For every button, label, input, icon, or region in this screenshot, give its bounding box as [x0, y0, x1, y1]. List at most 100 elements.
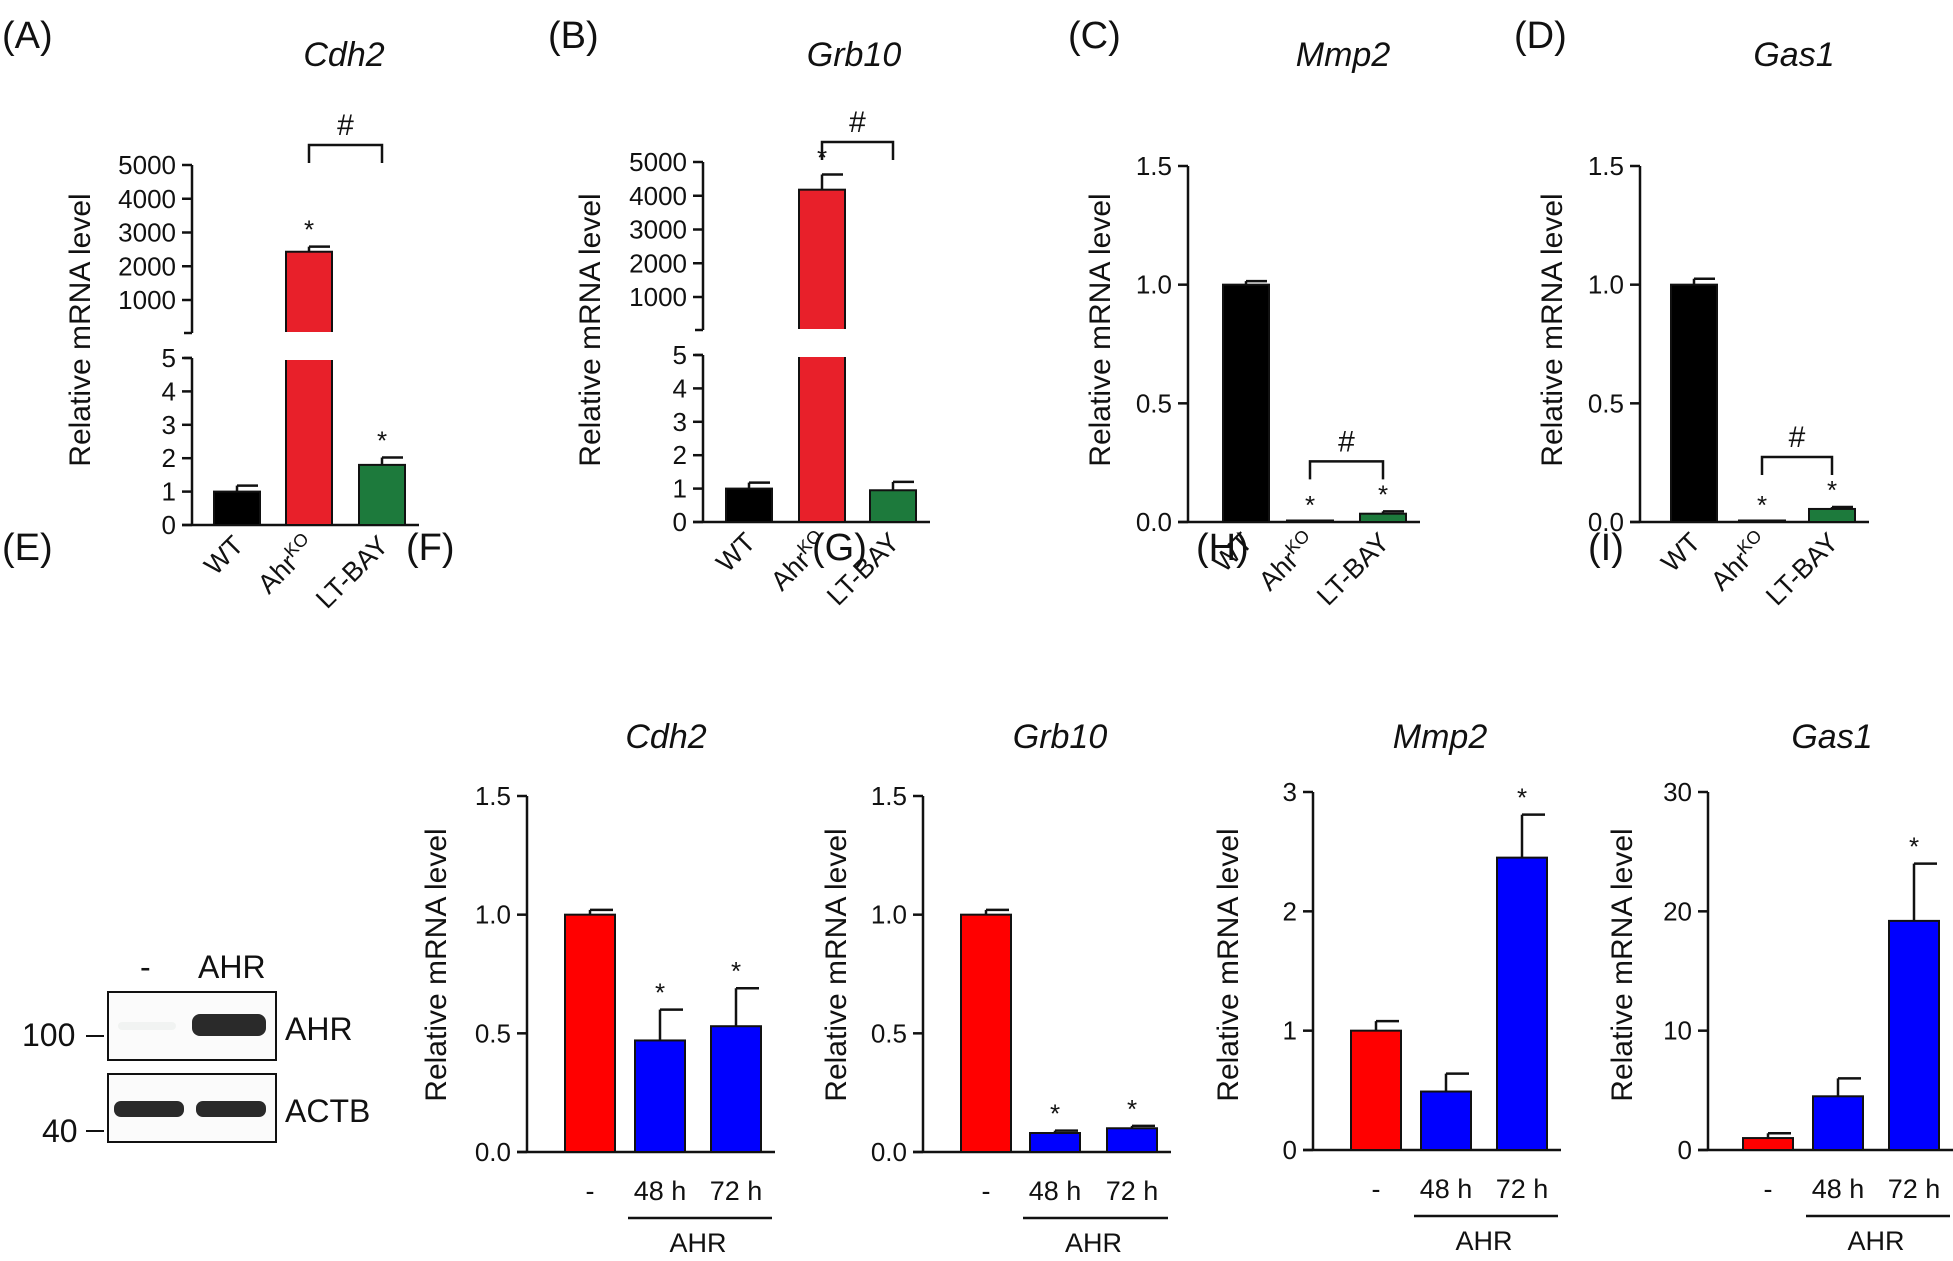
bar-0: [1222, 283, 1270, 523]
y-tick-label: 0.5: [1588, 388, 1624, 418]
group-label: AHR: [1065, 1228, 1122, 1258]
y-tick-label: 3: [1283, 777, 1297, 807]
y-tick-label: 10: [1663, 1016, 1692, 1046]
chart-0: (A) Cdh2 Relative mRNA level 01 23 45 1000 2000…: [2, 15, 419, 614]
significance-star: *: [1909, 832, 1919, 862]
category-superscript: KO: [280, 529, 313, 562]
bar-1: [634, 1039, 686, 1154]
chart-title: Cdh2: [303, 36, 384, 74]
bar-1: [1286, 519, 1334, 523]
category-label-2: LT-BAY: [310, 530, 394, 614]
bar-0: [564, 913, 616, 1154]
y-tick-label: 0: [162, 510, 176, 540]
y-axis-label: Relative mRNA level: [1606, 828, 1639, 1101]
bar-0: [1742, 1137, 1794, 1151]
bar-1: [1738, 519, 1786, 523]
y-axis-label: Relative mRNA level: [1536, 193, 1569, 466]
significance-star: *: [1127, 1094, 1137, 1124]
category-label-2: 72 h: [1106, 1176, 1159, 1206]
faint-band: [118, 1022, 176, 1030]
chart-title: Grb10: [1013, 718, 1108, 756]
marker-40: 40: [42, 1113, 78, 1149]
category-label-0: WT: [710, 527, 761, 578]
panel-label: (H): [1196, 527, 1249, 569]
category-label-2: 72 h: [1888, 1174, 1941, 1204]
chart-title: Mmp2: [1296, 36, 1391, 74]
bar-2: [1496, 856, 1548, 1152]
bar-1: [1812, 1095, 1864, 1152]
category-label-0: -: [982, 1176, 991, 1206]
significance-star: *: [1827, 475, 1837, 505]
significance-star: *: [655, 978, 665, 1008]
y-tick-label: 0.0: [475, 1137, 511, 1167]
bar-1: [1420, 1090, 1472, 1151]
chart-3: (D) Gas1 Relative mRNA level 0.0 0.5 1.0 1.5 * *…: [1514, 15, 1869, 611]
panel-label: (A): [2, 15, 53, 57]
bar-1: [285, 250, 333, 527]
y-tick-label: 3: [162, 410, 176, 440]
comparison-bracket: [307, 143, 384, 163]
bracket-label: #: [337, 109, 354, 142]
category-label-1: 48 h: [1812, 1174, 1865, 1204]
y-tick-label: 3: [673, 407, 687, 437]
y-tick-label: 2: [1283, 896, 1297, 926]
category-label-0: WT: [198, 530, 249, 581]
bar-0: [1670, 283, 1718, 523]
category-label-2: 72 h: [710, 1176, 763, 1206]
y-tick-label: 5000: [118, 150, 176, 180]
y-tick-label: 0.0: [1588, 507, 1624, 537]
y-tick-label: 0.0: [1136, 507, 1172, 537]
bracket-label: #: [1789, 421, 1806, 454]
y-tick-label: 3000: [118, 218, 176, 248]
group-label: AHR: [1847, 1226, 1904, 1256]
lane-label-ahr: AHR: [198, 949, 266, 985]
group-label: AHR: [669, 1228, 726, 1258]
lane-label-control: -: [140, 949, 151, 985]
y-tick-label: 1.5: [1136, 151, 1172, 181]
y-tick-label: 1: [162, 477, 176, 507]
y-tick-label: 5: [162, 343, 176, 373]
y-tick-label: 0.5: [475, 1018, 511, 1048]
significance-star: *: [731, 956, 741, 986]
y-tick-label: 1.0: [1136, 270, 1172, 300]
chart-title: Gas1: [1791, 718, 1872, 756]
comparison-bracket: [820, 140, 895, 160]
comparison-bracket: [1760, 455, 1834, 476]
category-label-1: AhrKO: [250, 529, 321, 600]
bar-2: [1106, 1127, 1158, 1154]
y-tick-label: 1.0: [1588, 270, 1624, 300]
category-label-1: AhrKO: [1251, 526, 1322, 597]
panel-label: (C): [1068, 15, 1121, 57]
category-label-0: -: [1372, 1174, 1381, 1204]
y-tick-label: 0.0: [871, 1137, 907, 1167]
bar-2: [710, 1025, 762, 1154]
y-tick-label: 2: [673, 440, 687, 470]
panel-label-e: (E): [2, 527, 53, 569]
y-tick-label: 2000: [118, 251, 176, 281]
bar-break-gap: [796, 329, 848, 357]
significance-star: *: [304, 215, 314, 245]
y-tick-label: 1.0: [871, 900, 907, 930]
y-tick-label: 1.5: [871, 781, 907, 811]
y-tick-label: 1: [1283, 1016, 1297, 1046]
bar-break-gap: [283, 332, 335, 360]
panel-label: (I): [1588, 527, 1624, 569]
actb-band-ahr: [196, 1101, 266, 1117]
bar-0: [960, 913, 1012, 1154]
y-tick-label: 20: [1663, 896, 1692, 926]
y-tick-label: 1000: [118, 285, 176, 315]
y-tick-label: 1: [673, 474, 687, 504]
actb-band-control: [114, 1101, 184, 1117]
panel-label: (B): [548, 15, 599, 57]
bar-2: [358, 463, 406, 527]
category-label-1: 48 h: [634, 1176, 687, 1206]
chart-6: (H) Mmp2 Relative mRNA level 0 1 2 3 * - 48 h 72 h…: [1196, 527, 1561, 1256]
y-tick-label: 0.5: [1136, 388, 1172, 418]
bar-1: [1029, 1132, 1081, 1153]
significance-star: *: [377, 426, 387, 456]
y-tick-label: 5000: [629, 147, 687, 177]
category-label-0: -: [1764, 1174, 1773, 1204]
category-label-2: 72 h: [1496, 1174, 1549, 1204]
band-label-actb: ACTB: [285, 1093, 370, 1129]
